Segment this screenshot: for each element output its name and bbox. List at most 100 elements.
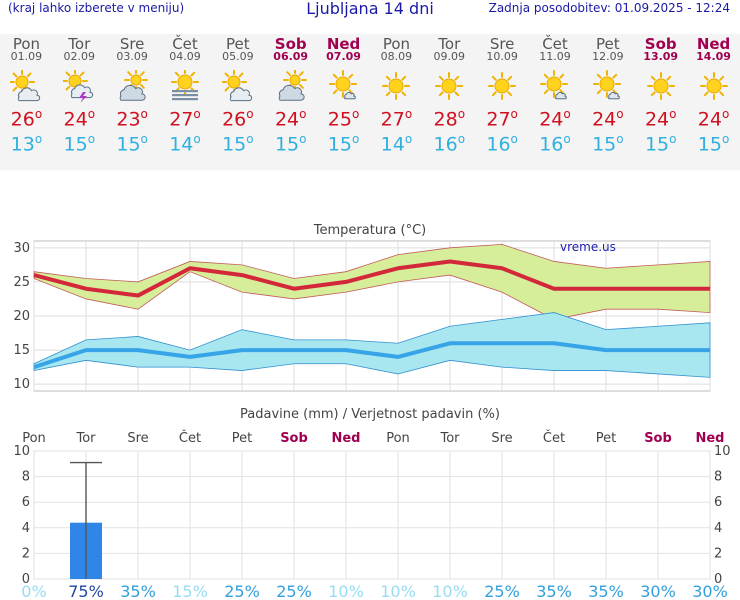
- day-column: Sob 13.09 24o 15o: [634, 34, 687, 156]
- sun-cloud-storm-icon: [63, 70, 94, 102]
- temp-min: 15o: [634, 132, 687, 155]
- temp-max-value: 26: [10, 108, 35, 131]
- precipitation-x-tick: Sob: [644, 431, 672, 446]
- temp-max: 24o: [687, 107, 740, 130]
- precipitation-x-tick: Sre: [491, 431, 512, 446]
- temp-min: 15o: [211, 132, 264, 155]
- day-column: Pet 12.09 24o 15o: [581, 34, 634, 156]
- sun-icon: [699, 72, 728, 100]
- day-date: 05.09: [222, 50, 254, 63]
- day-date: 07.09: [326, 50, 361, 63]
- temperature-y-tick: 20: [13, 309, 30, 324]
- precipitation-y-tick-right: 8: [714, 470, 722, 485]
- sun-cloud-icon: [10, 70, 41, 102]
- page-title: Ljubljana 14 dni: [306, 0, 434, 18]
- precipitation-x-tick: Pon: [22, 431, 46, 446]
- precipitation-y-tick-left: 0: [22, 572, 30, 587]
- precipitation-y-tick-left: 6: [22, 495, 30, 510]
- header-note[interactable]: (kraj lahko izberete v meniju): [8, 1, 185, 15]
- temp-max: 27o: [159, 107, 212, 130]
- temp-min-value: 15: [327, 133, 352, 156]
- temp-min-value: 14: [169, 133, 194, 156]
- temp-max: 24o: [53, 107, 106, 130]
- day-column: Sre 10.09 27o 16o: [476, 34, 529, 156]
- precipitation-x-tick: Ned: [695, 431, 724, 446]
- sun-icon: [382, 72, 411, 100]
- day-name: Pon: [12, 35, 41, 53]
- degree-mark: o: [140, 132, 148, 147]
- temp-min: 13o: [0, 132, 53, 155]
- degree-mark: o: [404, 107, 413, 121]
- daily-forecast-strip: Pon 01.09 26o 13o Tor 02.09 24o 15o Sre 03.09 23o 1…: [0, 34, 740, 170]
- day-name: Tor: [68, 35, 91, 53]
- precipitation-probability-label: 15%: [172, 582, 208, 600]
- degree-mark: o: [351, 107, 360, 121]
- day-date: 14.09: [696, 50, 731, 63]
- temp-min-value: 16: [539, 133, 564, 156]
- temp-min: 14o: [159, 132, 212, 155]
- day-column: Sob 06.09 24o 15o: [264, 34, 317, 156]
- precipitation-x-tick: Sre: [127, 431, 148, 446]
- precipitation-x-tick: Tor: [75, 431, 96, 446]
- temp-min-value: 13: [10, 133, 35, 156]
- temp-max: 27o: [476, 107, 529, 130]
- degree-mark: o: [34, 107, 43, 121]
- temp-min: 15o: [317, 132, 370, 155]
- precipitation-y-tick-left: 2: [22, 546, 30, 561]
- precipitation-probability-label: 75%: [68, 582, 104, 600]
- day-column: Sre 03.09 23o 15o: [106, 34, 159, 156]
- degree-mark: o: [404, 132, 413, 147]
- degree-mark: o: [616, 132, 624, 147]
- sun-fog-icon: [170, 70, 199, 101]
- temp-max: 24o: [264, 107, 317, 130]
- precipitation-x-tick: Čet: [543, 430, 565, 446]
- precipitation-probability-label: 0%: [21, 582, 46, 600]
- day-name: Čet: [542, 35, 568, 53]
- temp-max: 24o: [581, 107, 634, 130]
- precipitation-chart-title: Padavine (mm) / Verjetnost padavin (%): [240, 407, 500, 422]
- precipitation-probability-label: 25%: [224, 582, 260, 600]
- precipitation-y-tick-right: 0: [714, 572, 722, 587]
- last-update: Zadnja posodobitev: 01.09.2025 - 12:24: [488, 1, 730, 15]
- temp-min-value: 14: [380, 133, 405, 156]
- temp-min-value: 15: [697, 133, 722, 156]
- min-temp-line: [33, 341, 710, 370]
- temp-max: 26o: [0, 107, 53, 130]
- precipitation-probability-label: 10%: [328, 582, 364, 600]
- degree-mark: o: [563, 107, 571, 121]
- degree-mark: o: [510, 132, 518, 147]
- day-name: Pet: [226, 35, 250, 53]
- temp-max-value: 24: [539, 108, 564, 131]
- temp-max: 23o: [106, 107, 159, 130]
- degree-mark: o: [246, 107, 254, 121]
- temp-min-value: 15: [274, 133, 300, 156]
- degree-mark: o: [669, 132, 677, 147]
- sun-small-cloud-icon: [592, 70, 621, 100]
- degree-mark: o: [87, 107, 96, 121]
- day-date: 11.09: [539, 50, 571, 63]
- degree-mark: o: [721, 107, 730, 121]
- watermark-label: vreme.us: [560, 240, 616, 254]
- precipitation-x-tick: Pet: [596, 431, 616, 446]
- precipitation-y-tick-left: 10: [13, 444, 30, 459]
- degree-mark: o: [457, 132, 466, 147]
- day-column: Ned 14.09 24o 15o: [687, 34, 740, 156]
- day-column: Pon 08.09 27o 14o: [370, 34, 423, 156]
- temperature-y-tick: 30: [13, 241, 30, 256]
- degree-mark: o: [669, 107, 677, 121]
- precipitation-y-tick-left: 8: [22, 470, 30, 485]
- precipitation-x-tick: Ned: [331, 431, 360, 446]
- temp-max-value: 24: [592, 108, 617, 131]
- degree-mark: o: [140, 107, 148, 121]
- temp-min: 15o: [264, 132, 317, 155]
- degree-mark: o: [193, 132, 201, 147]
- degree-mark: o: [510, 107, 518, 121]
- temp-max-value: 24: [644, 108, 670, 131]
- sun-small-cloud-icon: [539, 70, 568, 100]
- temp-max: 26o: [211, 107, 264, 130]
- cloud-sun-icon: [119, 70, 149, 101]
- temp-max-value: 25: [327, 108, 352, 131]
- temperature-y-tick: 25: [13, 275, 30, 290]
- temp-max-value: 24: [274, 108, 300, 131]
